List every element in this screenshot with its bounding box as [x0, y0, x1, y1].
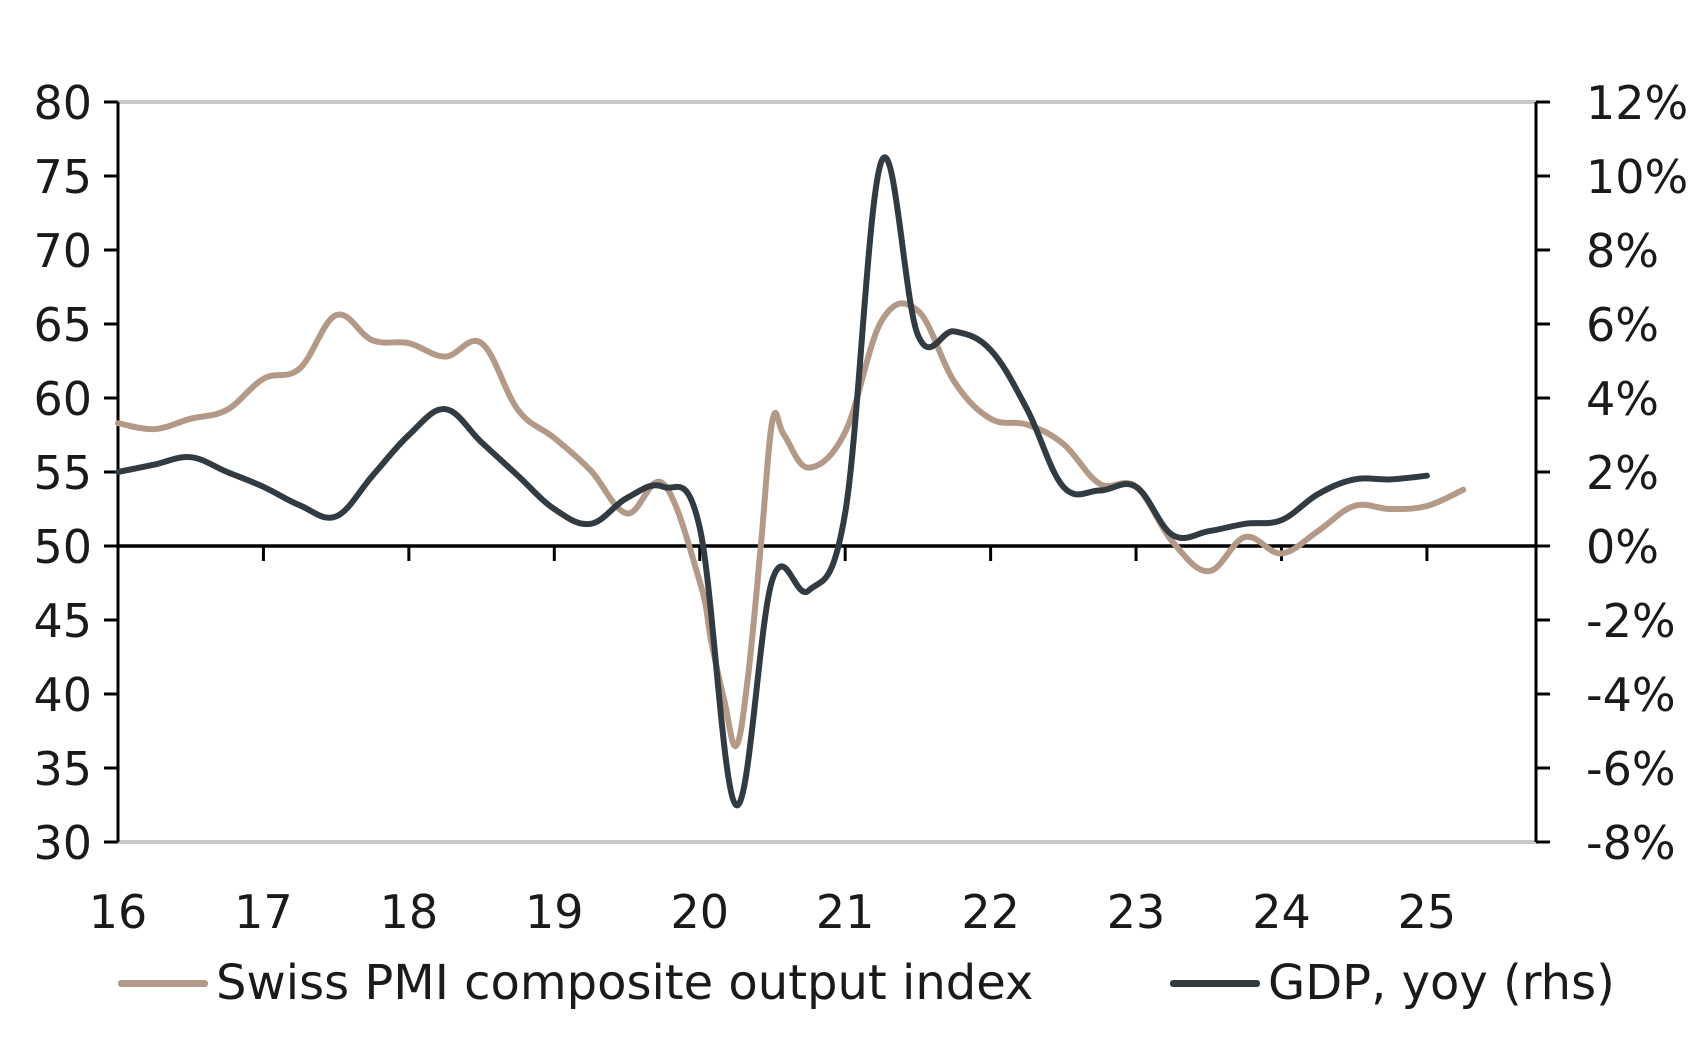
x-tick-label: 17: [234, 885, 293, 939]
y-left-tick-label: 40: [33, 668, 92, 722]
legend-item-pmi: Swiss PMI composite output index: [118, 955, 1033, 1011]
x-tick-label: 21: [816, 885, 875, 939]
y-left-tick-label: 80: [33, 76, 92, 130]
y-left-tick-label: 45: [33, 594, 92, 648]
legend-item-gdp: GDP, yoy (rhs): [1170, 955, 1615, 1011]
legend: Swiss PMI composite output index GDP, yo…: [0, 955, 1689, 1025]
y-right-tick-label: 0%: [1586, 520, 1659, 574]
y-left-tick-label: 65: [33, 298, 92, 352]
y-right-tick-label: -4%: [1586, 668, 1676, 722]
legend-swatch-pmi: [118, 979, 208, 987]
x-tick-label: 18: [380, 885, 439, 939]
legend-label-gdp: GDP, yoy (rhs): [1268, 955, 1615, 1011]
y-right-tick-label: 8%: [1586, 224, 1659, 278]
x-tick-label: 24: [1252, 885, 1311, 939]
y-left-tick-label: 35: [33, 742, 92, 796]
series-line-pmi: [115, 300, 1467, 749]
y-right-tick-label: 10%: [1586, 150, 1688, 204]
x-tick-label: 16: [89, 885, 148, 939]
x-tick-label: 25: [1398, 885, 1457, 939]
y-right-tick-label: 6%: [1586, 298, 1659, 352]
axes: [104, 100, 1550, 844]
x-tick-label: 23: [1107, 885, 1166, 939]
x-tick-label: 22: [961, 885, 1020, 939]
legend-label-pmi: Swiss PMI composite output index: [216, 955, 1034, 1011]
y-left-tick-label: 60: [33, 372, 92, 426]
y-left-tick-label: 50: [33, 520, 92, 574]
y-left-tick-label: 70: [33, 224, 92, 278]
y-right-tick-label: -2%: [1586, 594, 1676, 648]
y-left-tick-label: 55: [33, 446, 92, 500]
plot-border-lines: [118, 100, 1536, 844]
y-right-tick-label: 4%: [1586, 372, 1659, 426]
y-left-tick-label: 75: [33, 150, 92, 204]
y-left-tick-label: 30: [33, 816, 92, 870]
y-right-tick-label: 12%: [1586, 76, 1688, 130]
y-right-tick-label: 2%: [1586, 446, 1659, 500]
tick-labels: 30 35 40 45 50 55 60 65 70 75 80 -8% -6% -4% -2% 0% 2% 4%…: [33, 76, 1688, 939]
series-line-gdp: [115, 154, 1430, 809]
x-tick-label: 20: [670, 885, 729, 939]
chart-svg: 30 35 40 45 50 55 60 65 70 75 80 -8% -6% -4% -2% 0% 2% 4%…: [33, 76, 1688, 939]
x-tick-label: 19: [525, 885, 584, 939]
y-right-tick-label: -8%: [1586, 816, 1676, 870]
y-right-tick-label: -6%: [1586, 742, 1676, 796]
legend-swatch-gdp: [1170, 979, 1260, 987]
series-lines: [115, 154, 1467, 809]
